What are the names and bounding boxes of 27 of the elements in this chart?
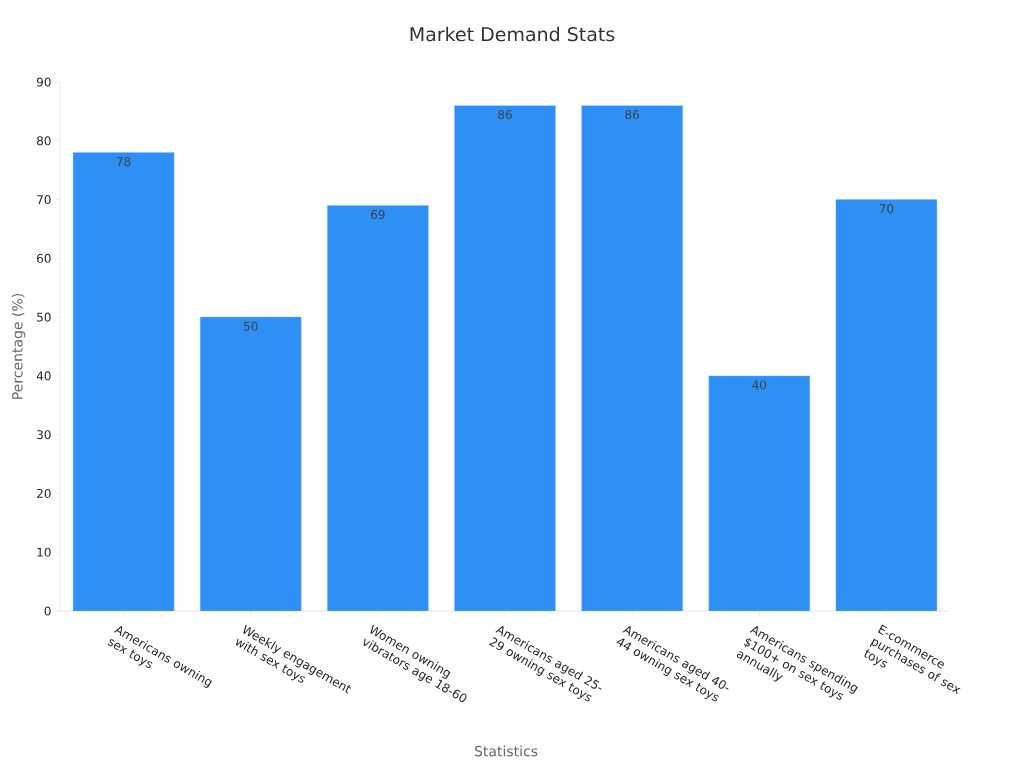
y-tick-label: 50 — [37, 312, 51, 322]
data-label: 40 — [752, 380, 767, 390]
bar — [454, 105, 556, 611]
y-tick-label: 80 — [37, 136, 51, 146]
bar — [327, 205, 429, 611]
y-tick-label: 60 — [37, 253, 51, 263]
y-tick-label: 90 — [36, 77, 51, 87]
y-axis-title: Percentage (%) — [11, 293, 26, 399]
data-label: 69 — [371, 209, 385, 220]
data-label: 86 — [498, 110, 512, 120]
bar — [200, 316, 302, 611]
chart-title: Market Demand Stats — [410, 26, 615, 42]
data-label: 86 — [625, 110, 640, 120]
y-tick-label: 30 — [37, 430, 51, 440]
y-tick-label: 10 — [37, 547, 51, 557]
data-label: 70 — [879, 204, 894, 214]
bar — [835, 199, 938, 611]
bar — [708, 375, 810, 611]
data-label: 78 — [116, 157, 131, 167]
y-tick-label: 40 — [36, 371, 51, 381]
y-tick-label: 20 — [37, 488, 51, 498]
bar — [72, 152, 175, 611]
y-tick-label: 0 — [44, 606, 51, 616]
y-tick-label: 70 — [37, 195, 51, 205]
bar — [581, 105, 683, 611]
x-axis-title: Statistics — [474, 745, 538, 757]
data-label: 50 — [244, 321, 258, 331]
